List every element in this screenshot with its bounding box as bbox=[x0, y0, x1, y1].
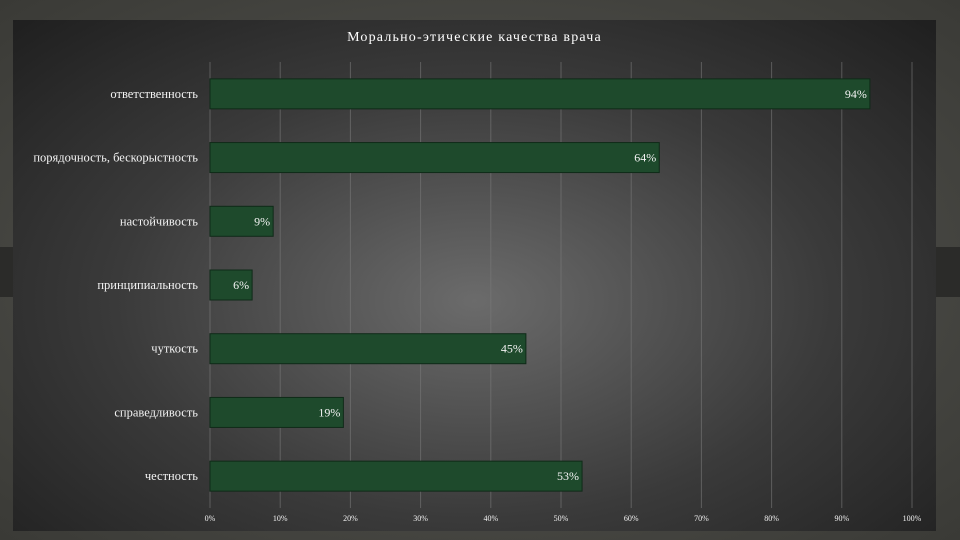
x-tick-label: 60% bbox=[624, 514, 639, 523]
category-label: принципиальность bbox=[97, 278, 198, 292]
bar bbox=[209, 205, 274, 237]
value-label: 45% bbox=[501, 342, 523, 356]
category-label: порядочность, бескорыстность bbox=[33, 151, 198, 165]
bar bbox=[209, 460, 583, 492]
value-label: 94% bbox=[845, 87, 867, 101]
chart-title: Морально-этические качества врача bbox=[347, 30, 602, 45]
bar-chart: 0% 10% 20% 30% 40% 50% 60% 70% 80% 90% 100% ответст… bbox=[33, 62, 922, 523]
x-tick-label: 40% bbox=[483, 514, 498, 523]
value-label: 9% bbox=[254, 214, 270, 228]
x-tick-label: 20% bbox=[343, 514, 358, 523]
value-label: 64% bbox=[634, 151, 656, 165]
x-tick-label: 50% bbox=[554, 514, 569, 523]
x-tick-label: 70% bbox=[694, 514, 709, 523]
x-tick-label: 0% bbox=[205, 514, 216, 523]
bar bbox=[209, 333, 527, 365]
x-tick-label: 90% bbox=[834, 514, 849, 523]
category-label: справедливость bbox=[114, 405, 198, 419]
category-label: чуткость bbox=[151, 342, 198, 356]
category-label: настойчивость bbox=[120, 214, 198, 228]
chart-panel: Морально-этические качества врача 0% 10% 2… bbox=[13, 20, 936, 531]
x-tick-label: 80% bbox=[764, 514, 779, 523]
bar bbox=[209, 78, 871, 110]
bar bbox=[209, 269, 253, 301]
value-label: 6% bbox=[233, 278, 249, 292]
bar bbox=[209, 142, 660, 174]
x-tick-label: 30% bbox=[413, 514, 428, 523]
x-tick-label: 100% bbox=[903, 514, 922, 523]
bar bbox=[209, 396, 344, 428]
right-accent-band bbox=[936, 247, 960, 297]
category-label: ответственность bbox=[110, 87, 198, 101]
x-tick-label: 10% bbox=[273, 514, 288, 523]
left-accent-band bbox=[0, 247, 14, 297]
value-label: 19% bbox=[318, 405, 340, 419]
category-label: честность bbox=[145, 469, 198, 483]
value-label: 53% bbox=[557, 469, 579, 483]
